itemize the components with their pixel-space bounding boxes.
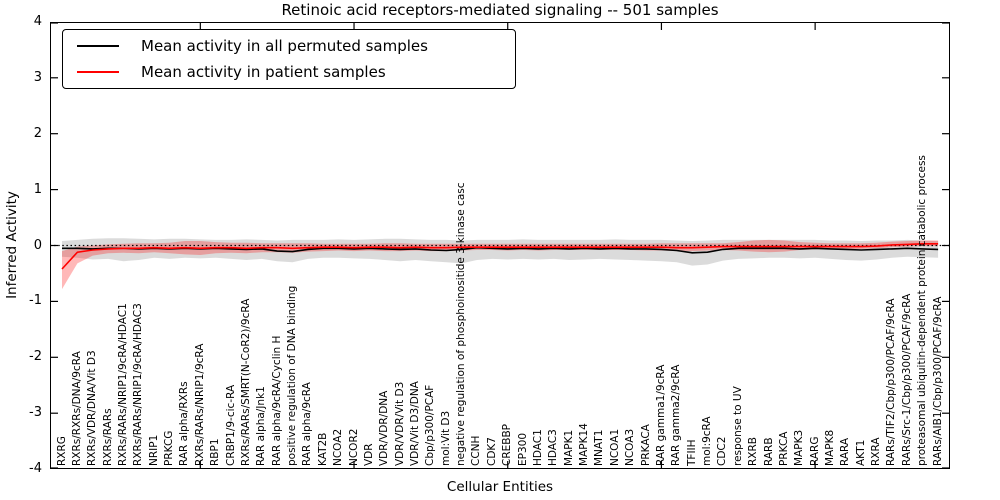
- x-tick-label: RAR alpha/Jnk1: [255, 386, 268, 466]
- x-tick-label: RARs/AIB1/Cbp/p300/PCAF/9cRA: [931, 296, 944, 466]
- x-tick-label: PRKCA: [777, 431, 790, 466]
- x-tick-label: HDAC1: [531, 429, 544, 466]
- x-tick-label: CREBBP: [501, 424, 514, 466]
- x-tick-label: MAPK3: [793, 429, 806, 466]
- y-tick-label: 1: [33, 181, 42, 197]
- y-tick-label: 4: [33, 13, 42, 29]
- x-tick-label: HDAC3: [547, 429, 560, 466]
- x-tick-label: NCOA1: [608, 428, 621, 466]
- x-tick-label: CDK7: [485, 437, 498, 466]
- legend-label: Mean activity in patient samples: [141, 62, 386, 81]
- x-axis-label: Cellular Entities: [446, 479, 554, 495]
- x-tick-label: VDR/VDR/DNA: [378, 390, 391, 466]
- patient-mean-line: [61, 243, 939, 270]
- x-tick-label: negative regulation of phosphoinositide …: [455, 182, 468, 467]
- x-tick-label: RAR gamma1/9cRA: [654, 364, 667, 466]
- y-tick-label: -4: [29, 461, 42, 477]
- x-tick-label: RXRG: [55, 436, 68, 466]
- plot-area: RXRG RXRs/RXRs/DNA/9cRA RXRs/VDR/DNA/Vit D…: [50, 22, 950, 469]
- x-tick-label: RARB: [762, 437, 775, 466]
- x-tick-label: NRIP1: [147, 434, 160, 466]
- x-tick-label: RXRs/RARs: [101, 408, 114, 466]
- x-tick-label: CDC2: [716, 436, 729, 466]
- x-tick-label: response to UV: [731, 386, 744, 466]
- legend: Mean activity in all permuted samples Me…: [62, 29, 516, 89]
- chart-title: Retinoic acid receptors-mediated signali…: [281, 1, 719, 19]
- patient-confidence-band: [62, 239, 939, 290]
- y-tick-label: -2: [29, 349, 42, 365]
- x-tick-label: CRBP1/9-cic-RA: [224, 384, 237, 466]
- x-tick-label: RAR alpha/RXRs: [178, 381, 191, 466]
- x-tick-label: proteasomal ubiquitin-dependent protein …: [916, 155, 929, 466]
- legend-entry-permuted: Mean activity in all permuted samples: [63, 37, 515, 55]
- x-tick-label: RXRs/VDR/DNA/Vit D3: [86, 350, 99, 466]
- x-tick-label: RXRA: [870, 437, 883, 466]
- x-tick-label: AKT1: [854, 439, 867, 466]
- x-tick-label: NCOR2: [347, 428, 360, 466]
- x-tick-label: mol:Vit D3: [439, 410, 452, 466]
- x-tick-label: mol:9cRA: [701, 416, 714, 466]
- x-tick-label: PRKACA: [639, 424, 652, 466]
- permuted-line-swatch: [77, 45, 119, 48]
- x-tick-label: RAR alpha/9cRA/Cyclin H: [270, 335, 283, 466]
- x-axis-tick-labels: RXRG RXRs/RXRs/DNA/9cRA RXRs/VDR/DNA/Vit D…: [50, 22, 950, 469]
- y-tick-label: 0: [33, 237, 42, 253]
- x-tick-label: KAT2B: [316, 432, 329, 466]
- x-tick-label: RARA: [839, 437, 852, 466]
- patient-line-swatch: [77, 70, 119, 73]
- x-tick-label: Cbp/p300/PCAF: [424, 384, 437, 466]
- x-tick-label: RXRs/RARs/NRIP1/9cRA: [193, 343, 206, 466]
- axes-frame: [50, 22, 950, 469]
- x-tick-label: PRKCG: [163, 430, 176, 466]
- x-tick-label: RAR gamma2/9cRA: [670, 364, 683, 466]
- x-tick-label: MAPK8: [824, 429, 836, 466]
- x-tick-label: NCOA2: [332, 428, 345, 466]
- x-tick-label: VDR/VDR/Vit D3: [393, 381, 406, 466]
- x-tick-label: MAPK14: [578, 423, 591, 466]
- x-tick-label: RARs/Src-1/Cbp/p300/PCAF/9cRA: [900, 293, 913, 466]
- x-tick-label: VDR: [362, 443, 375, 466]
- x-tick-label: positive regulation of DNA binding: [286, 285, 299, 466]
- x-tick-label: CCNH: [470, 435, 483, 466]
- x-tick-label: TFIIH: [685, 439, 698, 466]
- x-tick-label: MAPK1: [562, 429, 575, 466]
- legend-entry-patient: Mean activity in patient samples: [63, 63, 515, 81]
- y-tick-label: -3: [29, 405, 42, 421]
- x-tick-label: RXRB: [747, 437, 760, 466]
- x-tick-label: RXRs/RARs/NRIP1/9cRA/HDAC3: [132, 303, 145, 466]
- x-tick-label: RXRs/RARs/NRIP1/9cRA/HDAC1: [116, 303, 129, 466]
- y-tick-label: -1: [29, 293, 42, 309]
- x-tick-label: RXRs/RARs/SMRT(N-CoR2)/9cRA: [239, 298, 252, 466]
- x-tick-label: EP300: [516, 432, 529, 466]
- x-tick-label: RBP1: [209, 438, 222, 466]
- x-tick-label: NCOA3: [624, 428, 637, 466]
- x-tick-label: RARs/TIF2/Cbp/p300/PCAF/9cRA: [885, 298, 898, 467]
- x-tick-label: RARG: [808, 436, 821, 467]
- x-tick-label: RAR alpha/9cRA: [301, 382, 314, 466]
- x-tick-label: VDR/Vit D3/DNA: [409, 381, 421, 466]
- y-tick-label: 2: [33, 125, 42, 141]
- chart-canvas: [50, 22, 950, 469]
- legend-label: Mean activity in all permuted samples: [141, 37, 428, 56]
- x-tick-label: MNAT1: [593, 429, 606, 466]
- x-tick-label: RXRs/RXRs/DNA/9cRA: [70, 351, 83, 466]
- y-tick-label: 3: [33, 69, 42, 85]
